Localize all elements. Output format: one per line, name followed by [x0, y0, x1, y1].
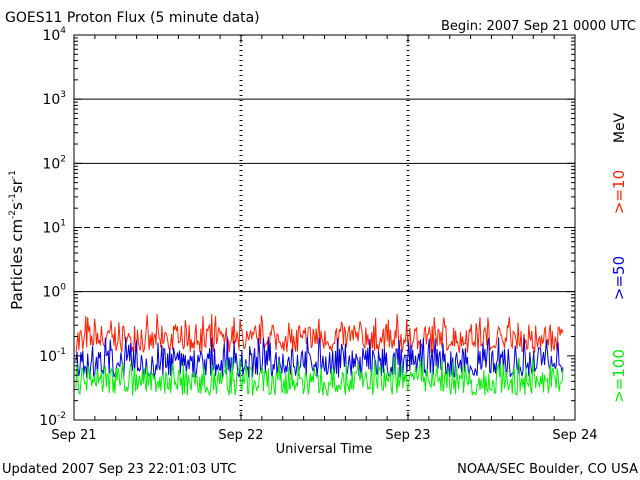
- chart-title: GOES11 Proton Flux (5 minute data): [5, 10, 260, 26]
- legend-series-label: >=50: [610, 256, 628, 300]
- updated-timestamp: Updated 2007 Sep 23 22:01:03 UTC: [2, 462, 236, 477]
- y-tick-label: 101: [42, 219, 66, 237]
- y-tick-label: 103: [42, 90, 66, 108]
- x-tick-label: Sep 23: [385, 428, 430, 443]
- y-axis-label: Particles cm-2s-1sr-1: [8, 170, 26, 310]
- legend-series-label: >=10: [610, 170, 628, 214]
- energy-legend: MeV >=10 >=50 >=100: [610, 112, 628, 402]
- y-tick-label: 102: [42, 154, 66, 172]
- y-tick-label: 104: [42, 26, 66, 44]
- y-tick-label: 100: [42, 283, 66, 301]
- flux-series-line: [75, 336, 564, 379]
- y-tick-label: 10-1: [39, 347, 66, 365]
- legend-unit-label: MeV: [612, 112, 628, 143]
- x-axis-label: Universal Time: [276, 442, 373, 457]
- begin-label: Begin: 2007 Sep 21 0000 UTC: [441, 19, 636, 34]
- legend-series-label: >=100: [610, 349, 628, 403]
- x-tick-label: Sep 24: [552, 428, 597, 443]
- x-tick-label: Sep 22: [218, 428, 263, 443]
- series-layer: [75, 313, 564, 397]
- credit-label: NOAA/SEC Boulder, CO USA: [457, 462, 638, 477]
- x-tick-label: Sep 21: [51, 428, 96, 443]
- flux-series-line: [75, 355, 564, 397]
- y-tick-label: 10-2: [39, 411, 66, 429]
- flux-series-line: [75, 313, 564, 354]
